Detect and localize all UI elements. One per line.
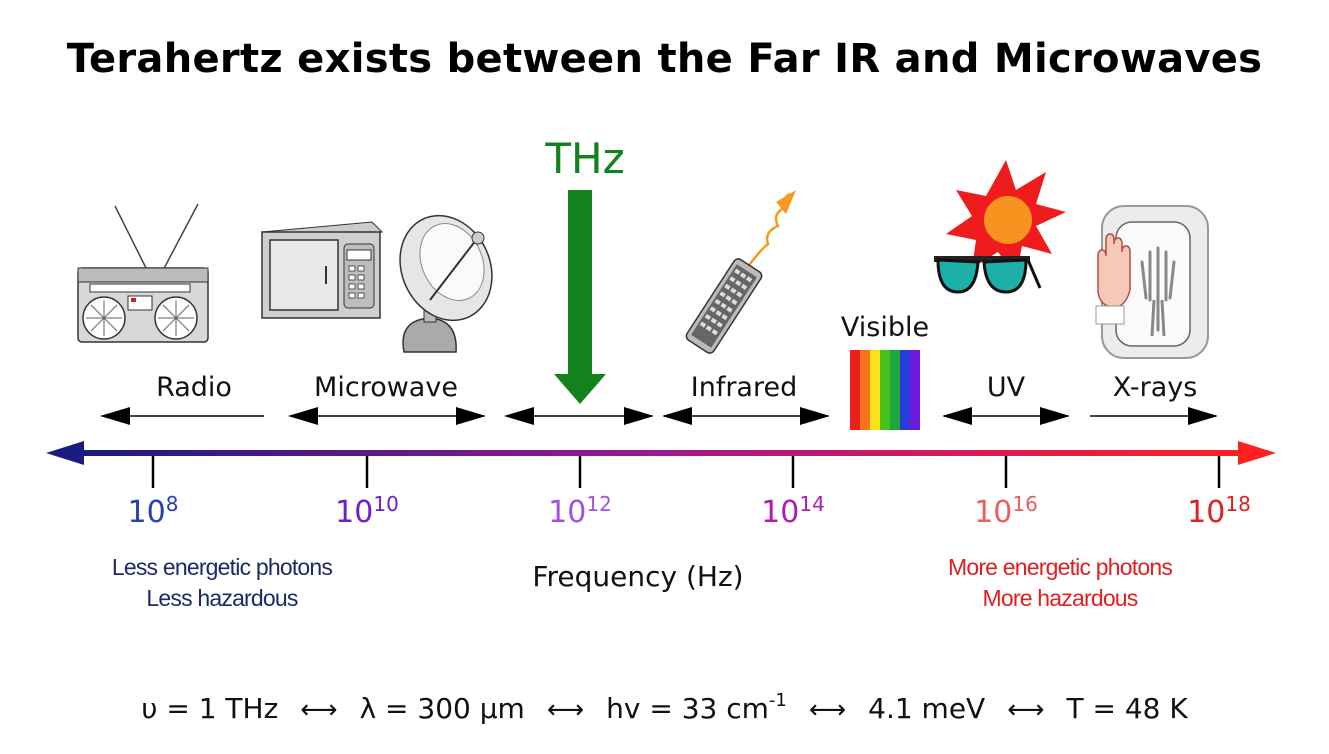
band-arrows xyxy=(100,407,1218,425)
right-note-line1: More energetic photons xyxy=(947,554,1173,580)
band-label-infrared: Infrared xyxy=(690,372,798,403)
xray-hand-icon xyxy=(1095,205,1209,359)
tick-label: 108 xyxy=(127,492,179,530)
page-title: Terahertz exists between the Far IR and … xyxy=(66,36,1263,82)
remote-control-icon xyxy=(685,190,796,354)
frequency-axis xyxy=(46,441,1276,488)
tick-label: 1012 xyxy=(548,492,612,530)
spectrum-diagram xyxy=(46,160,1276,488)
thz-label: THz xyxy=(545,134,625,183)
double-arrow-icon: ⟷ xyxy=(300,695,338,725)
microwave-oven-icon xyxy=(260,221,384,319)
left-note-line2: Less hazardous xyxy=(146,585,298,611)
double-arrow-icon: ⟷ xyxy=(546,695,585,725)
right-note-line2: More hazardous xyxy=(982,585,1139,611)
left-note-line1: Less energetic photons xyxy=(111,554,333,580)
band-label-xrays: X-rays xyxy=(1112,372,1198,403)
tick-label: 1010 xyxy=(335,492,399,530)
radio-icon xyxy=(77,203,209,343)
formula-lambda: λ = 300 μm xyxy=(359,692,525,725)
tick-label: 1018 xyxy=(1187,492,1251,530)
band-label-uv: UV xyxy=(986,372,1026,403)
visible-label: Visible xyxy=(840,312,930,343)
axis-label: Frequency (Hz) xyxy=(532,560,744,593)
thz-arrow xyxy=(554,190,606,404)
formula-nu: υ = 1 THz xyxy=(141,692,279,725)
tick-label: 1014 xyxy=(761,492,825,530)
left-note: Less energetic photons Less hazardous xyxy=(72,552,372,614)
tick-label: 1016 xyxy=(974,492,1038,530)
visible-spectrum-icon xyxy=(850,350,920,430)
double-arrow-icon: ⟷ xyxy=(808,695,847,725)
satellite-dish-icon xyxy=(399,214,493,353)
conversion-formula: υ = 1 THz ⟷ λ = 300 μm ⟷ hv = 33 cm-1 ⟷ 4.1 me… xyxy=(0,690,1329,725)
formula-hv: hv = 33 cm-1 xyxy=(606,690,787,725)
right-note: More energetic photons More hazardous xyxy=(910,552,1210,614)
double-arrow-icon: ⟷ xyxy=(1007,695,1045,725)
sunglasses-icon xyxy=(934,256,1042,294)
formula-energy: 4.1 meV xyxy=(868,692,986,725)
band-label-microwave: Microwave xyxy=(314,372,458,403)
sun-icon xyxy=(946,160,1066,276)
formula-temp: T = 48 K xyxy=(1066,692,1188,725)
band-label-radio: Radio xyxy=(156,372,232,403)
